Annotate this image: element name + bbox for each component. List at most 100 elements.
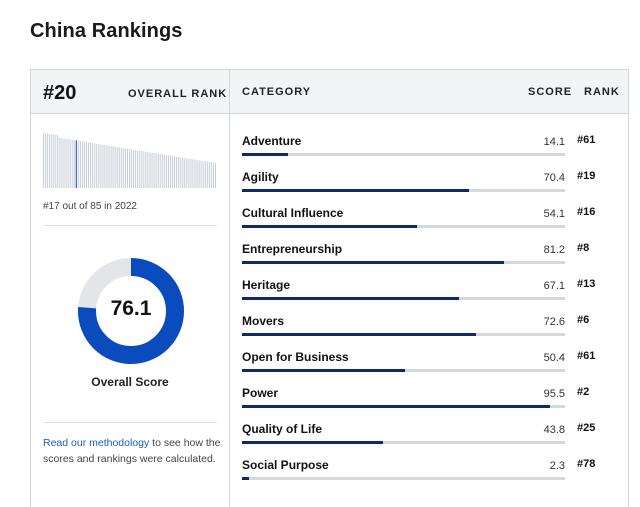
category-row: Open for Business 50.4 #61 bbox=[242, 338, 628, 374]
history-bar bbox=[69, 139, 71, 188]
score-bar-track bbox=[242, 261, 565, 264]
history-bar bbox=[85, 142, 88, 188]
history-bar bbox=[149, 152, 151, 188]
score-bar-fill bbox=[242, 369, 405, 372]
category-row: Power 95.5 #2 bbox=[242, 374, 628, 410]
category-list: Adventure 14.1 #61 Agility 70.4 #19 Cultural I… bbox=[242, 122, 628, 482]
overall-rank-value: #20 bbox=[43, 82, 77, 104]
history-bar bbox=[110, 146, 112, 188]
category-name: Cultural Influence bbox=[242, 206, 344, 220]
category-rank: #78 bbox=[577, 458, 596, 470]
overall-score-label: Overall Score bbox=[91, 375, 169, 389]
history-bar bbox=[106, 145, 108, 188]
history-bar bbox=[102, 144, 104, 188]
history-bar bbox=[196, 160, 198, 188]
category-row: Heritage 67.1 #13 bbox=[242, 266, 628, 302]
history-bar bbox=[90, 142, 92, 188]
category-score: 2.3 bbox=[549, 460, 565, 472]
history-bar bbox=[88, 142, 90, 188]
history-bar bbox=[83, 141, 85, 188]
category-name: Movers bbox=[242, 314, 285, 328]
history-bar bbox=[139, 150, 141, 188]
history-bar bbox=[57, 135, 59, 188]
history-bar bbox=[128, 149, 131, 188]
score-bar-fill bbox=[242, 405, 551, 408]
history-bar bbox=[120, 147, 122, 188]
score-bar-track bbox=[242, 441, 565, 444]
category-name: Quality of Life bbox=[242, 422, 323, 436]
category-rank: #25 bbox=[577, 422, 596, 434]
history-bar bbox=[45, 133, 47, 188]
score-bar-track bbox=[242, 297, 565, 300]
category-name: Entrepreneurship bbox=[242, 242, 343, 256]
history-bar bbox=[51, 134, 53, 188]
category-score: 54.1 bbox=[543, 208, 565, 220]
score-bar-fill bbox=[242, 297, 459, 300]
history-bar bbox=[65, 138, 67, 188]
category-name: Adventure bbox=[242, 134, 302, 148]
methodology-note: Read our methodology to see how the scor… bbox=[43, 436, 221, 467]
category-score: 67.1 bbox=[543, 280, 565, 292]
history-bar bbox=[104, 145, 106, 188]
history-bar bbox=[43, 133, 45, 188]
history-bar bbox=[184, 158, 186, 188]
score-bar-fill bbox=[242, 333, 477, 336]
history-bar bbox=[79, 141, 81, 188]
history-bar bbox=[71, 139, 73, 188]
history-bar bbox=[67, 139, 69, 188]
category-rank: #2 bbox=[577, 386, 590, 398]
history-bar bbox=[174, 156, 176, 188]
divider bbox=[43, 422, 217, 423]
category-row: Social Purpose 2.3 #78 bbox=[242, 446, 628, 482]
donut-arc bbox=[78, 258, 184, 364]
history-bar bbox=[159, 154, 161, 188]
category-score: 81.2 bbox=[543, 244, 565, 256]
column-header-score: SCORE bbox=[528, 86, 573, 98]
score-bar-fill bbox=[242, 441, 384, 444]
overall-score-value: 76.1 bbox=[110, 297, 152, 320]
history-bar bbox=[112, 146, 114, 188]
category-rank: #8 bbox=[577, 242, 590, 254]
column-header-category: CATEGORY bbox=[242, 86, 312, 98]
category-score: 72.6 bbox=[543, 316, 565, 328]
history-bar bbox=[167, 155, 169, 188]
history-bar bbox=[135, 150, 137, 188]
history-bar bbox=[202, 161, 204, 188]
history-bar bbox=[180, 157, 182, 188]
category-rank: #13 bbox=[577, 278, 596, 290]
category-score: 43.8 bbox=[543, 424, 565, 436]
history-bar bbox=[192, 159, 194, 188]
score-bar-track bbox=[242, 153, 565, 156]
history-bar bbox=[122, 148, 124, 188]
category-rank: #61 bbox=[577, 350, 596, 362]
score-bar-track bbox=[242, 405, 565, 408]
history-bar bbox=[169, 155, 171, 188]
history-bar bbox=[137, 150, 139, 188]
history-bar bbox=[59, 137, 61, 188]
score-bar-fill bbox=[242, 261, 505, 264]
methodology-link[interactable]: Read our methodology bbox=[43, 437, 150, 449]
history-bar bbox=[49, 134, 51, 188]
category-name: Power bbox=[242, 386, 279, 400]
history-bar bbox=[73, 140, 75, 188]
methodology-text: to see how the scores and rankings were … bbox=[43, 437, 221, 465]
history-bar bbox=[114, 146, 116, 188]
history-bar bbox=[208, 162, 210, 188]
history-bar bbox=[81, 141, 83, 188]
history-bar-highlight bbox=[75, 140, 77, 188]
category-score: 50.4 bbox=[543, 352, 565, 364]
history-bar bbox=[124, 148, 126, 188]
category-row: Agility 70.4 #19 bbox=[242, 158, 628, 194]
history-bar bbox=[210, 162, 212, 188]
history-bar bbox=[190, 159, 192, 188]
history-bar bbox=[188, 158, 190, 188]
category-name: Heritage bbox=[242, 278, 291, 292]
history-bar bbox=[47, 133, 49, 188]
category-score: 14.1 bbox=[543, 136, 565, 148]
score-bar-fill bbox=[242, 153, 288, 156]
history-bar bbox=[61, 138, 63, 188]
history-bar bbox=[176, 156, 178, 188]
history-bar bbox=[100, 144, 102, 188]
history-bar bbox=[182, 157, 184, 188]
column-divider bbox=[229, 70, 230, 507]
